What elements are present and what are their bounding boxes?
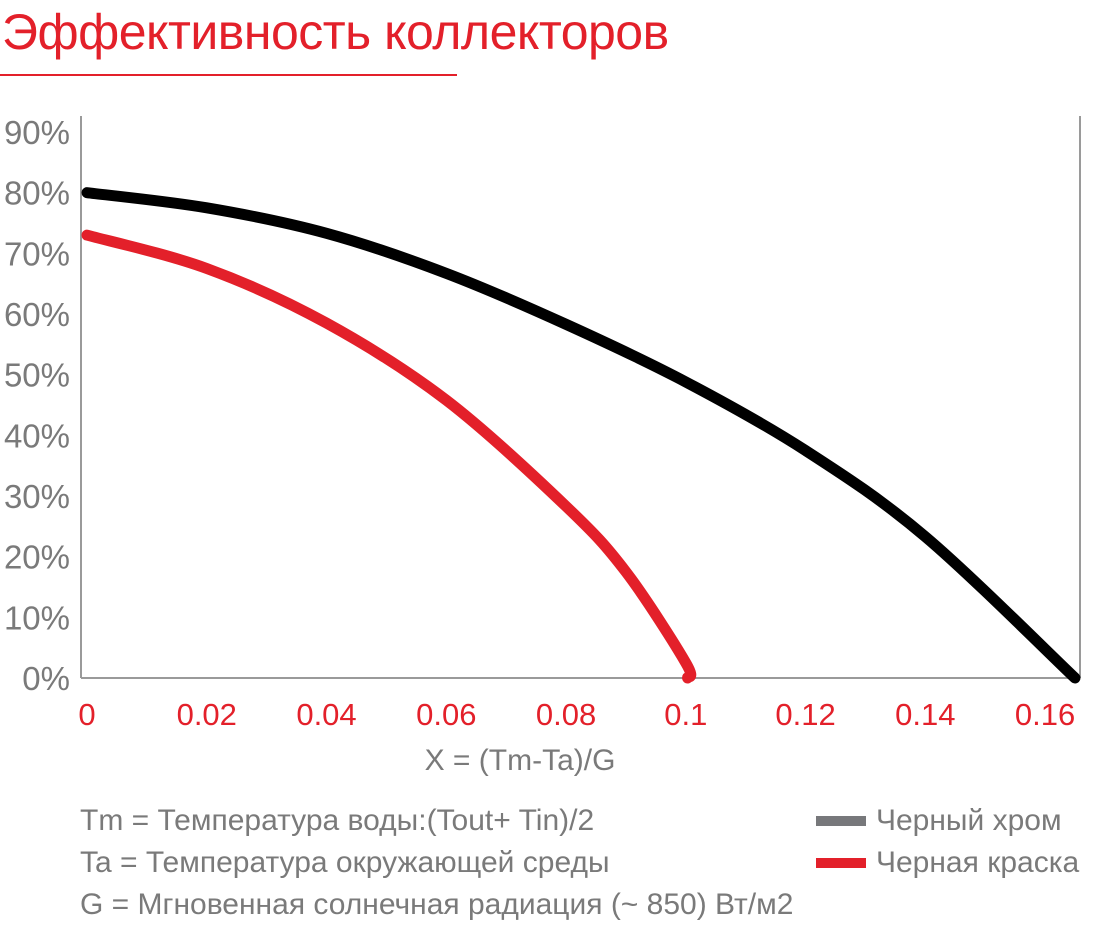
x-tick-label: 0.14 (895, 697, 955, 732)
note-g: G = Мгновенная солнечная радиация (~ 850… (80, 888, 794, 921)
chart-series (81, 187, 1081, 684)
series-line-black-chrome (81, 187, 1081, 684)
y-tick-label: 30% (4, 478, 70, 515)
legend-swatch-red (816, 858, 866, 868)
y-tick-label: 60% (4, 296, 70, 333)
x-tick-label: 0.04 (296, 697, 356, 732)
note-ta: Ta = Температура окружающей среды (80, 846, 610, 879)
chart-ticks: 0% 10% 20% 30% 40% 50% 60% 70% 80% 90% 0 0.02 0.04 0.… (4, 114, 1075, 732)
y-tick-label: 80% (4, 175, 70, 212)
x-tick-label: 0.16 (1015, 697, 1075, 732)
series-line-black-paint (81, 229, 697, 684)
x-tick-label: 0 (78, 697, 95, 732)
legend-item-black-paint: Черная краска (816, 842, 1079, 884)
y-tick-label: 90% (4, 114, 70, 151)
x-tick-label: 0.08 (536, 697, 596, 732)
chart-axes (80, 116, 1081, 679)
note-tm: Tm = Температура воды:(Tout+ Tin)/2 (80, 804, 595, 837)
x-tick-label: 0.06 (416, 697, 476, 732)
y-tick-label: 10% (4, 599, 70, 636)
x-tick-label: 0.02 (177, 697, 237, 732)
y-tick-label: 50% (4, 357, 70, 394)
y-tick-label: 20% (4, 539, 70, 576)
legend-swatch-gray (816, 816, 866, 826)
legend-label-black-chrome: Черный хром (876, 804, 1062, 837)
y-tick-label: 0% (22, 660, 70, 697)
x-axis-label: X = (Tm-Ta)/G (424, 744, 616, 777)
legend-item-black-chrome: Черный хром (816, 800, 1079, 842)
title-underline (0, 74, 457, 76)
y-tick-label: 40% (4, 417, 70, 454)
y-tick-label: 70% (4, 235, 70, 272)
chart-title: Эффективность коллекторов (2, 4, 669, 60)
formula-notes: Tm = Температура воды:(Tout+ Tin)/2 Ta =… (80, 800, 793, 926)
chart-legend: Черный хром Черная краска (816, 800, 1079, 884)
x-tick-label: 0.1 (664, 697, 707, 732)
legend-label-black-paint: Черная краска (876, 846, 1080, 879)
x-tick-label: 0.12 (775, 697, 835, 732)
